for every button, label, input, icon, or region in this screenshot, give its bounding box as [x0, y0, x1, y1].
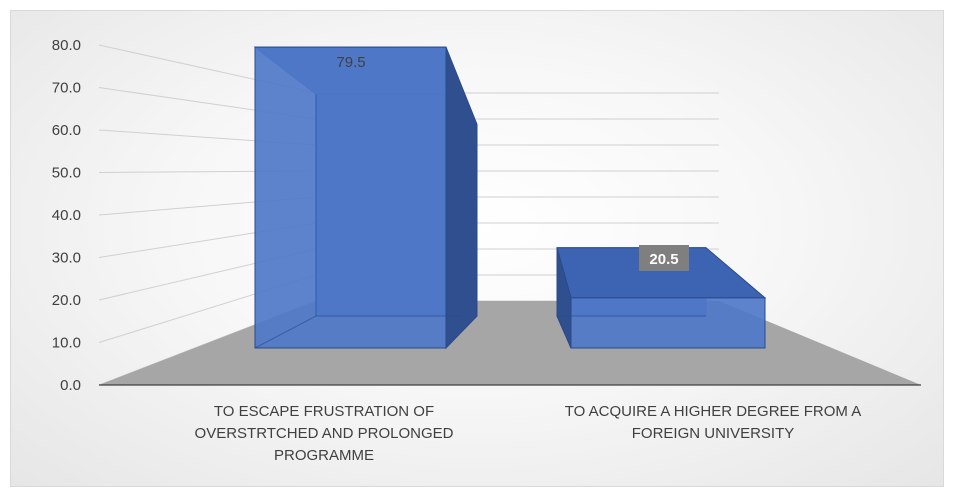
bars	[253, 46, 767, 350]
x-category-label-line: FOREIGN UNIVERSITY	[632, 425, 795, 442]
x-category-label-line: OVERSTRTCHED AND PROLONGED	[195, 425, 454, 442]
x-category-label-line: TO ACQUIRE A HIGHER DEGREE FROM A	[565, 403, 861, 420]
y-tick-label: 0.0	[60, 377, 81, 394]
chart-area: 0.0 10.0 20.0 30.0 40.0 50.0 60.0 70.0 80.0 TO E…	[10, 10, 944, 487]
bar-front-face	[254, 46, 447, 349]
bar-chart-3d: 0.0 10.0 20.0 30.0 40.0 50.0 60.0 70.0 80.0 TO E…	[52, 37, 921, 464]
data-label: 20.5	[649, 251, 678, 268]
bar	[253, 46, 478, 350]
y-tick-label: 60.0	[52, 122, 81, 139]
data-label: 79.5	[336, 54, 365, 71]
y-tick-label: 20.0	[52, 292, 81, 309]
x-category-label: TO ACQUIRE A HIGHER DEGREE FROM A FOREIGN…	[565, 403, 861, 442]
x-category-label-line: PROGRAMME	[274, 447, 374, 464]
data-labels: 79.5 20.5	[336, 54, 689, 271]
y-axis-ticks: 0.0 10.0 20.0 30.0 40.0 50.0 60.0 70.0 80.0	[52, 37, 81, 394]
bar-side-face	[445, 46, 478, 350]
x-category-label-line: TO ESCAPE FRUSTRATION OF	[214, 403, 434, 420]
chart-floor	[99, 301, 921, 385]
x-category-label: TO ESCAPE FRUSTRATION OF OVERSTRTCHED AND…	[195, 403, 454, 464]
bar	[556, 247, 767, 349]
y-tick-label: 40.0	[52, 207, 81, 224]
y-tick-label: 70.0	[52, 80, 81, 97]
data-label-box	[639, 245, 689, 271]
y-tick-label: 10.0	[52, 335, 81, 352]
y-tick-label: 80.0	[52, 37, 81, 54]
y-tick-label: 30.0	[52, 250, 81, 267]
bar-front-face	[570, 297, 766, 349]
y-tick-label: 50.0	[52, 165, 81, 182]
x-axis-categories: TO ESCAPE FRUSTRATION OF OVERSTRTCHED AND…	[195, 403, 862, 464]
